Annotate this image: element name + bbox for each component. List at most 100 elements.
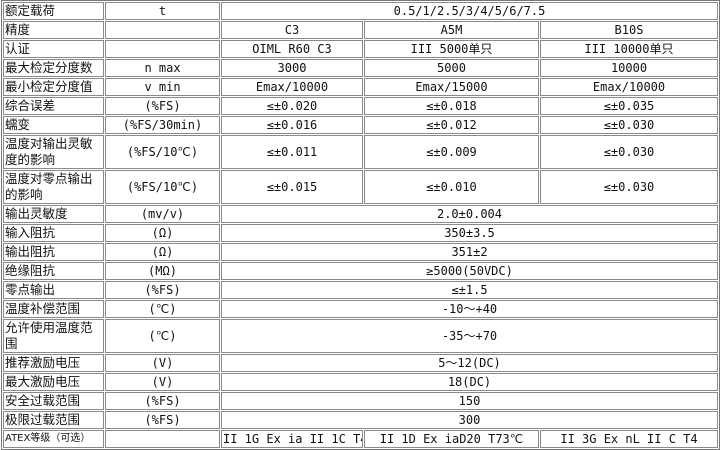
row-label: 允许使用温度范围 [3, 319, 104, 353]
row-value: ≤±0.020 [221, 97, 363, 115]
table-row: 最小检定分度值 v min Emax/10000 Emax/15000 Emax/100… [3, 78, 718, 96]
row-unit: (%FS) [105, 97, 220, 115]
row-value: OIML R60 C3 [221, 40, 363, 58]
row-unit: (%FS) [105, 392, 220, 410]
row-value: Emax/10000 [221, 78, 363, 96]
row-value: II 3G Ex nL II C T4 [540, 430, 718, 448]
table-row: 额定载荷 t 0.5/1/2.5/3/4/5/6/7.5 [3, 2, 718, 20]
row-label: 零点输出 [3, 281, 104, 299]
table-row: 温度补偿范围 (℃) -10～+40 [3, 300, 718, 318]
row-value: ≤±0.011 [221, 135, 363, 169]
row-label: 蠕变 [3, 116, 104, 134]
row-label: 最大检定分度数 [3, 59, 104, 77]
row-value: 5000 [364, 59, 539, 77]
row-unit [105, 40, 220, 58]
row-label: ATEX等级（可选） [3, 430, 104, 448]
row-label: 最大激励电压 [3, 373, 104, 391]
row-label: 认证 [3, 40, 104, 58]
row-value: 5～12(DC) [221, 354, 718, 372]
row-value: II 1D Ex iaD20 T73℃ [364, 430, 539, 448]
table-row: 精度 C3 A5M B10S [3, 21, 718, 39]
row-value: 350±3.5 [221, 224, 718, 242]
row-label: 综合误差 [3, 97, 104, 115]
row-label: 输入阻抗 [3, 224, 104, 242]
row-unit: v min [105, 78, 220, 96]
table-row: 输入阻抗 (Ω) 350±3.5 [3, 224, 718, 242]
row-value: III 5000单只 [364, 40, 539, 58]
row-label: 精度 [3, 21, 104, 39]
row-unit: (%FS/10℃) [105, 170, 220, 204]
row-value: ≤±0.030 [540, 135, 718, 169]
row-value: 150 [221, 392, 718, 410]
row-unit: (Ω) [105, 243, 220, 261]
row-value: ≤±1.5 [221, 281, 718, 299]
table-row: 最大检定分度数 n max 3000 5000 10000 [3, 59, 718, 77]
row-value: ≤±0.030 [540, 116, 718, 134]
row-unit: (V) [105, 373, 220, 391]
row-value: 18(DC) [221, 373, 718, 391]
table-row: 极限过载范围 (%FS) 300 [3, 411, 718, 429]
row-value: 2.0±0.004 [221, 205, 718, 223]
table-row: 输出灵敏度 (mv/v) 2.0±0.004 [3, 205, 718, 223]
row-value: ≤±0.015 [221, 170, 363, 204]
row-unit: (%FS/30min) [105, 116, 220, 134]
table-row: 推荐激励电压 (V) 5～12(DC) [3, 354, 718, 372]
table-row: 绝缘阻抗 (MΩ) ≥5000(50VDC) [3, 262, 718, 280]
row-value: 351±2 [221, 243, 718, 261]
row-value: -10～+40 [221, 300, 718, 318]
row-unit: (V) [105, 354, 220, 372]
row-value: 300 [221, 411, 718, 429]
row-unit [105, 21, 220, 39]
row-label: 温度对零点输出的影响 [3, 170, 104, 204]
row-label: 温度对输出灵敏度的影响 [3, 135, 104, 169]
row-label: 输出阻抗 [3, 243, 104, 261]
row-label: 温度补偿范围 [3, 300, 104, 318]
row-value: II 1G Ex ia II 1C T4 [221, 430, 363, 448]
row-unit: (Ω) [105, 224, 220, 242]
row-value: C3 [221, 21, 363, 39]
row-label: 额定载荷 [3, 2, 104, 20]
row-label: 输出灵敏度 [3, 205, 104, 223]
row-value: ≤±0.018 [364, 97, 539, 115]
row-unit: (%FS) [105, 411, 220, 429]
table-row: 温度对零点输出的影响 (%FS/10℃) ≤±0.015 ≤±0.010 ≤±0.030 [3, 170, 718, 204]
row-value: III 10000单只 [540, 40, 718, 58]
row-value: B10S [540, 21, 718, 39]
row-value: ≤±0.009 [364, 135, 539, 169]
spec-table-body: 额定载荷 t 0.5/1/2.5/3/4/5/6/7.5 精度 C3 A5M B10S 认证 O… [3, 2, 718, 448]
row-label: 绝缘阻抗 [3, 262, 104, 280]
row-value: ≤±0.035 [540, 97, 718, 115]
row-value: 0.5/1/2.5/3/4/5/6/7.5 [221, 2, 718, 20]
row-unit: n max [105, 59, 220, 77]
row-label: 安全过载范围 [3, 392, 104, 410]
row-value: ≤±0.016 [221, 116, 363, 134]
table-row: 零点输出 (%FS) ≤±1.5 [3, 281, 718, 299]
table-row: 温度对输出灵敏度的影响 (%FS/10℃) ≤±0.011 ≤±0.009 ≤±0.03… [3, 135, 718, 169]
row-label: 推荐激励电压 [3, 354, 104, 372]
row-unit: (%FS) [105, 281, 220, 299]
table-row: 安全过载范围 (%FS) 150 [3, 392, 718, 410]
table-row: 综合误差 (%FS) ≤±0.020 ≤±0.018 ≤±0.035 [3, 97, 718, 115]
table-row: 输出阻抗 (Ω) 351±2 [3, 243, 718, 261]
row-value: Emax/15000 [364, 78, 539, 96]
row-unit: (MΩ) [105, 262, 220, 280]
row-unit [105, 430, 220, 448]
row-unit: (℃) [105, 319, 220, 353]
table-row: 认证 OIML R60 C3 III 5000单只 III 10000单只 [3, 40, 718, 58]
table-row: ATEX等级（可选） II 1G Ex ia II 1C T4 II 1D Ex i… [3, 430, 718, 448]
row-value: A5M [364, 21, 539, 39]
table-row: 允许使用温度范围 (℃) -35～+70 [3, 319, 718, 353]
table-row: 最大激励电压 (V) 18(DC) [3, 373, 718, 391]
row-unit: (mv/v) [105, 205, 220, 223]
row-unit: t [105, 2, 220, 20]
table-row: 蠕变 (%FS/30min) ≤±0.016 ≤±0.012 ≤±0.030 [3, 116, 718, 134]
row-unit: (℃) [105, 300, 220, 318]
row-label: 最小检定分度值 [3, 78, 104, 96]
row-label: 极限过载范围 [3, 411, 104, 429]
row-value: 10000 [540, 59, 718, 77]
row-unit: (%FS/10℃) [105, 135, 220, 169]
row-value: 3000 [221, 59, 363, 77]
row-value: ≤±0.010 [364, 170, 539, 204]
row-value: -35～+70 [221, 319, 718, 353]
